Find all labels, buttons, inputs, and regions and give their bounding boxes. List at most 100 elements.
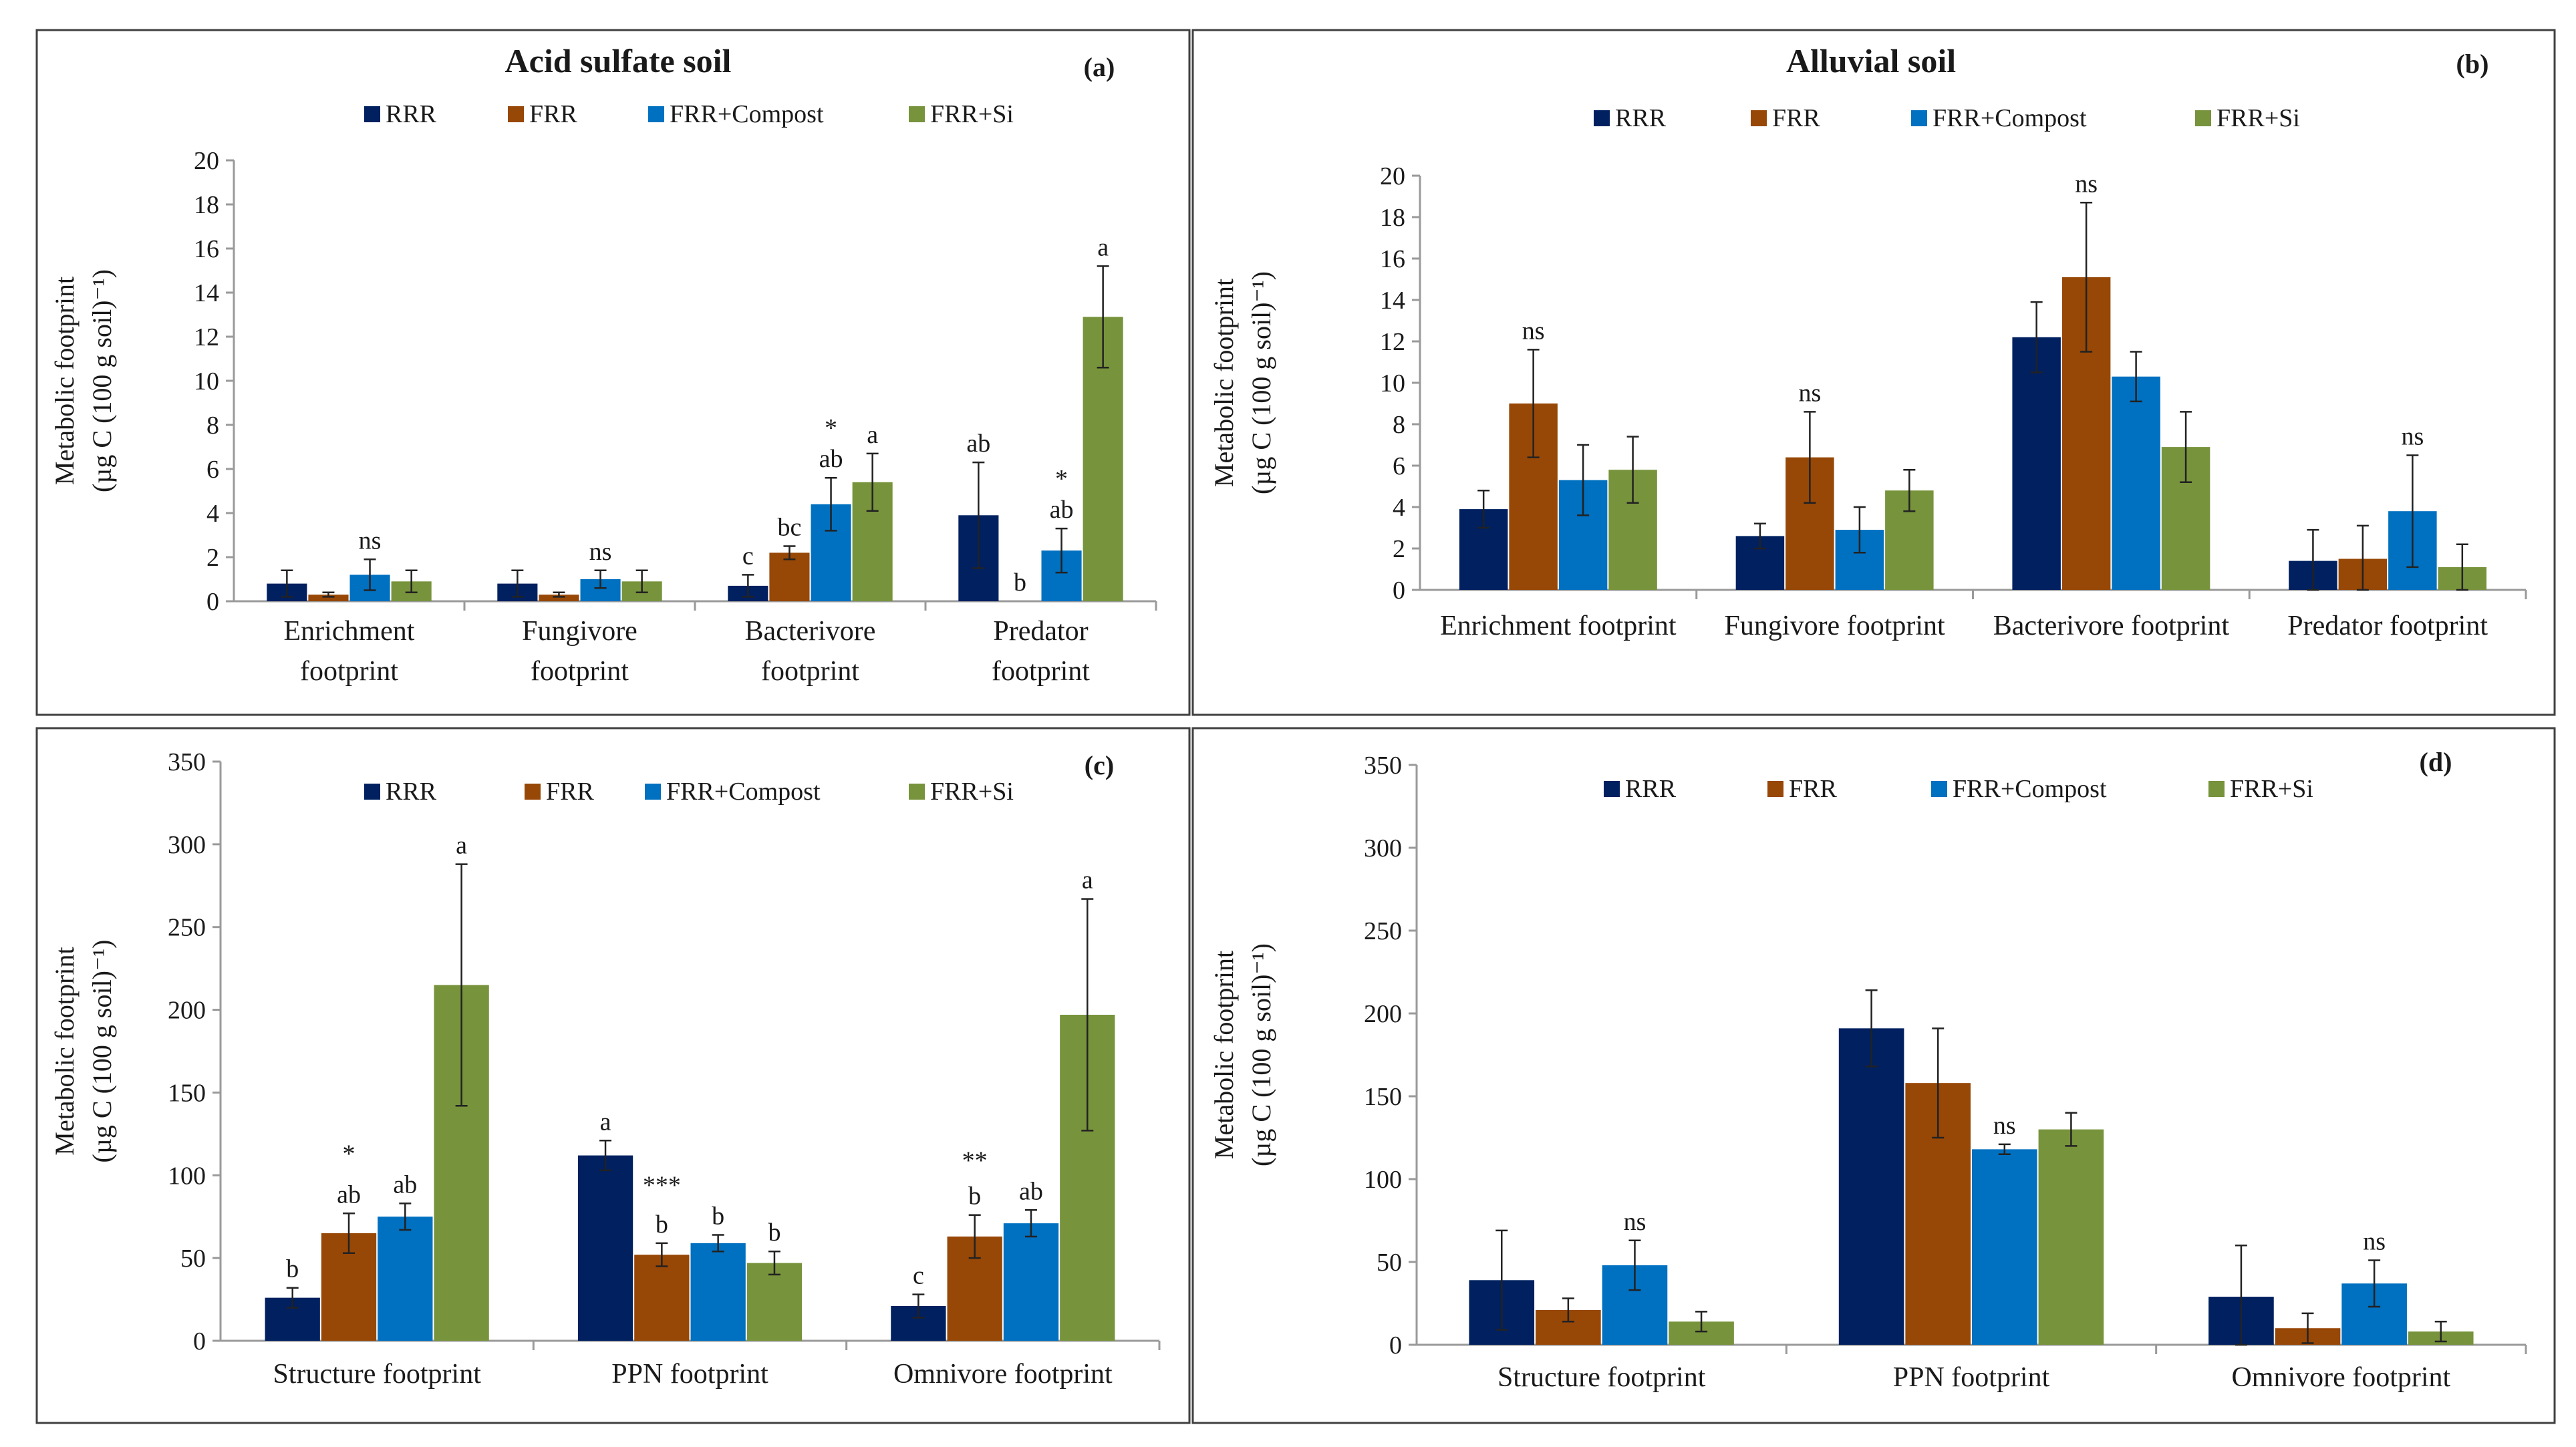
y-tick-label: 12	[1380, 328, 1405, 356]
bar	[1838, 1028, 1904, 1345]
y-tick-label: 4	[206, 500, 219, 528]
y-axis-label: Metabolic footprint (µg C (100 g soil)⁻¹)	[49, 940, 117, 1163]
significance-label: b	[286, 1255, 299, 1283]
bar	[2012, 337, 2061, 590]
legend-label: FRR	[529, 100, 577, 128]
x-category-label: PPN footprint	[611, 1359, 768, 1390]
x-category-label: Bacterivore footprint	[1993, 611, 2230, 641]
significance-label: a	[1097, 233, 1109, 261]
y-axis-label-line2: (µg C (100 g soil)⁻¹)	[87, 269, 117, 492]
panel-tag: (d)	[2420, 747, 2452, 777]
y-tick-label: 16	[1380, 245, 1405, 273]
bar	[769, 552, 810, 601]
panel-frame	[1191, 727, 2556, 1424]
group-significance-mark: *	[343, 1140, 355, 1168]
significance-label: ns	[359, 526, 382, 554]
y-tick-label: 20	[1380, 162, 1405, 190]
bar	[690, 1243, 746, 1341]
legend-label: FRR+Si	[930, 778, 1014, 806]
y-tick-label: 8	[206, 412, 219, 440]
significance-label: ns	[1798, 379, 1821, 407]
y-tick-label: 0	[1393, 577, 1405, 605]
group-significance-mark: **	[962, 1146, 988, 1174]
x-category-label: Omnivore footprint	[2231, 1362, 2450, 1393]
legend-label: FRR	[1789, 775, 1837, 803]
significance-label: a	[456, 832, 467, 860]
y-tick-label: 250	[1364, 917, 1402, 945]
legend-swatch	[1931, 781, 1947, 797]
y-axis-label-line2: (µg C (100 g soil)⁻¹)	[1246, 271, 1276, 494]
x-category-label: footprint	[992, 656, 1090, 687]
y-tick-label: 14	[1380, 287, 1405, 315]
x-category-label: Predator	[993, 616, 1088, 647]
x-category-label: Structure footprint	[273, 1359, 481, 1390]
significance-label: a	[1082, 866, 1093, 895]
bar	[539, 595, 579, 601]
significance-label: ns	[2075, 170, 2098, 198]
group-significance-mark: *	[825, 414, 837, 442]
panel-d: (d) RRR FRR FRR+Compost FRR+Si 0 50 100 150 200 25…	[1191, 727, 2556, 1424]
y-tick-label: 150	[168, 1079, 206, 1107]
panel-tag: (b)	[2456, 49, 2489, 79]
y-axis-label-line2: (µg C (100 g soil)⁻¹)	[1246, 943, 1276, 1166]
legend-swatch	[2208, 781, 2225, 797]
legend-label: RRR	[1625, 775, 1677, 803]
significance-label: a	[600, 1108, 611, 1136]
legend-label: FRR+Compost	[1933, 104, 2087, 132]
y-tick-label: 14	[194, 279, 219, 307]
x-category-label: Structure footprint	[1497, 1362, 1706, 1393]
x-category-label: Bacterivore	[745, 616, 876, 647]
y-tick-label: 10	[194, 367, 219, 395]
bar	[746, 1263, 803, 1341]
significance-label: ns	[589, 538, 612, 566]
significance-label: ab	[966, 430, 990, 458]
legend-label: FRR+Si	[2230, 775, 2313, 803]
panel-title: Alluvial soil	[1786, 42, 1956, 79]
y-tick-label: 16	[194, 235, 219, 263]
bar	[2038, 1129, 2104, 1345]
y-tick-label: 0	[206, 588, 219, 616]
x-category-label: footprint	[300, 656, 398, 687]
significance-label: ab	[337, 1180, 361, 1209]
y-tick-label: 18	[1380, 204, 1405, 232]
significance-label: bc	[778, 514, 802, 542]
panel-title: Acid sulfate soil	[505, 42, 732, 79]
y-axis-label: Metabolic footprint (µg C (100 g soil)⁻¹)	[1209, 943, 1276, 1166]
y-tick-label: 8	[1393, 411, 1405, 439]
panel-tag: (a)	[1084, 52, 1115, 82]
legend-label: RRR	[1615, 104, 1667, 132]
significance-label: c	[742, 542, 754, 570]
x-category-label: PPN footprint	[1893, 1362, 2050, 1393]
significance-label: ns	[1624, 1208, 1647, 1236]
legend-swatch	[1911, 110, 1927, 126]
legend-swatch	[648, 106, 664, 122]
panel-b: Alluvial soil (b) RRR FRR FRR+Compost FRR+Si 0…	[1191, 29, 2556, 716]
y-tick-label: 350	[168, 748, 206, 776]
bar	[308, 595, 349, 601]
y-tick-label: 350	[1364, 752, 1402, 780]
y-tick-label: 100	[1364, 1166, 1402, 1194]
y-tick-label: 2	[206, 544, 219, 572]
legend-swatch	[2195, 110, 2211, 126]
y-tick-label: 0	[1389, 1331, 1402, 1359]
legend-swatch	[909, 106, 925, 122]
y-tick-label: 0	[193, 1327, 206, 1355]
significance-label: ns	[1993, 1112, 2016, 1140]
significance-label: b	[712, 1202, 724, 1230]
panel-a: Acid sulfate soil (a) RRR FRR FRR+Compost FRR…	[35, 29, 1191, 716]
y-tick-label: 300	[168, 831, 206, 859]
significance-label: ab	[1019, 1177, 1043, 1205]
significance-label: ns	[2401, 423, 2424, 451]
bar	[2112, 376, 2160, 590]
bar	[378, 1217, 433, 1341]
y-tick-label: 200	[1364, 1000, 1402, 1028]
group-significance-mark: *	[1055, 465, 1068, 493]
panel-frame	[35, 727, 1191, 1424]
legend-swatch	[645, 784, 661, 800]
significance-label: c	[913, 1262, 924, 1290]
significance-label: ns	[2363, 1228, 2386, 1256]
significance-label: b	[656, 1211, 668, 1239]
group-significance-mark: ***	[643, 1171, 681, 1199]
x-category-label: footprint	[531, 656, 629, 687]
x-category-label: Fungivore	[522, 616, 637, 647]
